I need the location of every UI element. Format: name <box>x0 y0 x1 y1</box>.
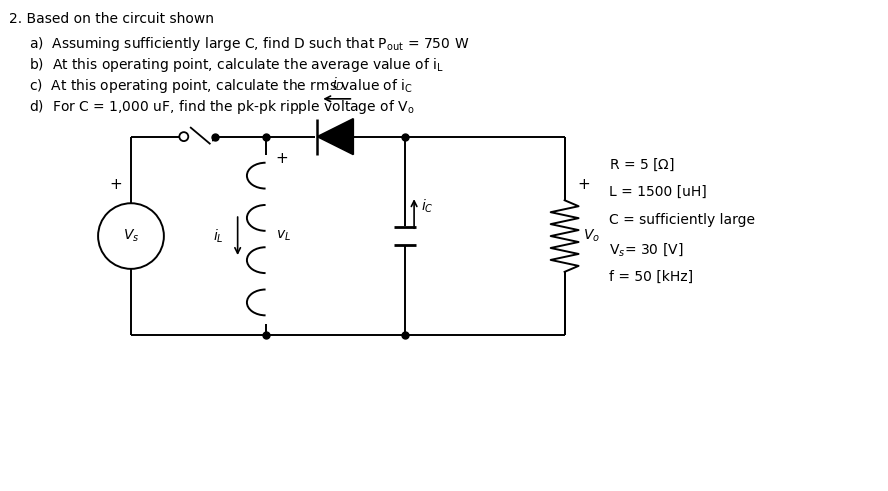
Text: 2. Based on the circuit shown: 2. Based on the circuit shown <box>10 12 214 27</box>
Text: d)  For C = 1,000 uF, find the pk-pk ripple voltage of V$_{\mathregular{o}}$: d) For C = 1,000 uF, find the pk-pk ripp… <box>29 98 415 116</box>
Text: $v_L$: $v_L$ <box>275 229 290 243</box>
Polygon shape <box>317 119 353 155</box>
Text: b)  At this operating point, calculate the average value of i$_{\mathregular{L}}: b) At this operating point, calculate th… <box>29 56 444 74</box>
Text: f = 50 [kHz]: f = 50 [kHz] <box>609 270 694 284</box>
Text: C = sufficiently large: C = sufficiently large <box>609 213 756 227</box>
Text: $V_o$: $V_o$ <box>583 228 599 244</box>
Text: $i_C$: $i_C$ <box>421 197 433 215</box>
Text: +: + <box>109 177 123 192</box>
Text: c)  At this operating point, calculate the rms value of i$_{\mathregular{C}}$: c) At this operating point, calculate th… <box>29 77 413 95</box>
Text: $i_D$: $i_D$ <box>332 76 345 93</box>
Text: V$_s$= 30 [V]: V$_s$= 30 [V] <box>609 242 684 258</box>
Text: $V_s$: $V_s$ <box>123 228 139 244</box>
Text: $i_L$: $i_L$ <box>213 227 224 245</box>
Text: R = 5 [$\Omega$]: R = 5 [$\Omega$] <box>609 157 675 173</box>
Text: a)  Assuming sufficiently large C, find D such that P$_{\mathregular{out}}$ = 75: a) Assuming sufficiently large C, find D… <box>29 35 470 53</box>
Text: +: + <box>275 151 289 166</box>
Text: +: + <box>577 177 591 192</box>
Text: L = 1500 [uH]: L = 1500 [uH] <box>609 185 707 199</box>
